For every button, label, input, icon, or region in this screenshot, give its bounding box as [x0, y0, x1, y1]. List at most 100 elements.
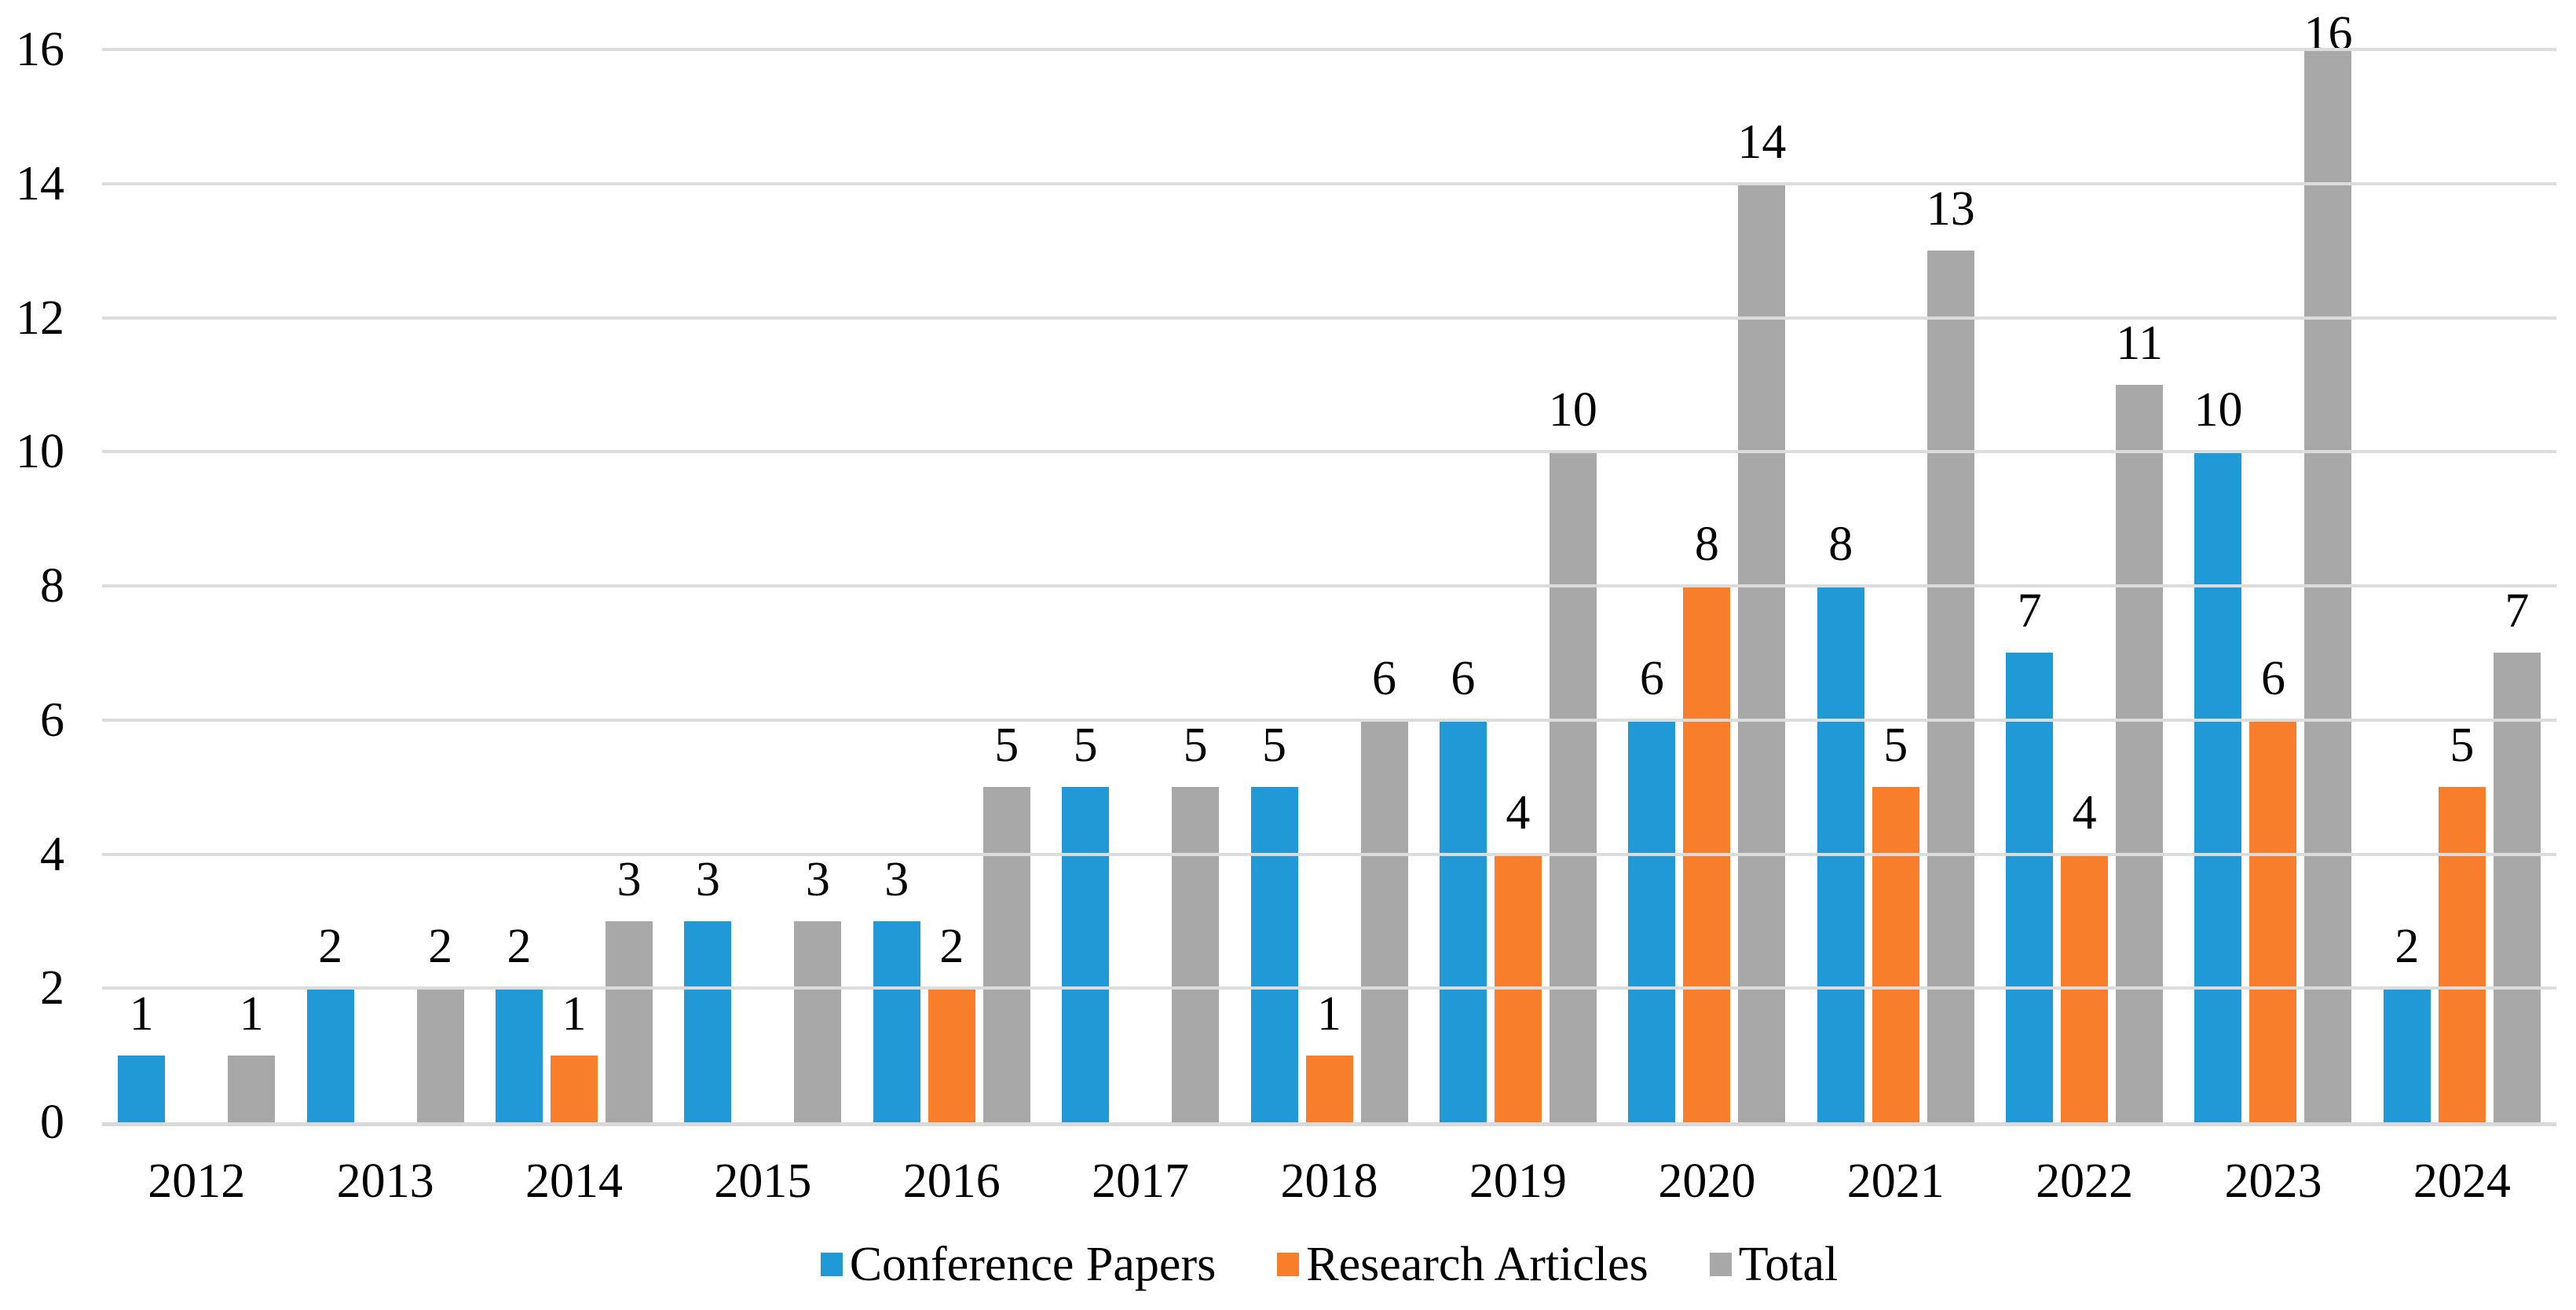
gridline-y14 — [102, 181, 2556, 185]
bar-total-2015: 3 — [794, 855, 842, 1122]
bar-group-2018: 5 1 6 — [1235, 49, 1423, 1122]
bar-value-label: 10 — [1548, 383, 1597, 437]
bar-value-label: 2 — [2395, 920, 2420, 974]
bar-value-label: 5 — [994, 719, 1019, 773]
bar-value-label: 2 — [507, 920, 532, 974]
y-tick-label: 8 — [40, 559, 64, 613]
bar-total-2012: 1 — [228, 990, 276, 1122]
bar-research-articles-2021: 5 — [1872, 721, 1919, 1122]
bar-value-label: 2 — [428, 920, 453, 974]
legend-label: Research Articles — [1306, 1238, 1648, 1291]
x-axis-line — [102, 1122, 2556, 1126]
x-tick-label-2017: 2017 — [1092, 1154, 1190, 1208]
bar-value-label: 6 — [2260, 651, 2285, 705]
x-tick-label-2013: 2013 — [336, 1154, 434, 1208]
bar-group-2020: 6 8 14 — [1612, 49, 1801, 1122]
y-tick-label: 16 — [16, 23, 64, 76]
bar-value-label: 3 — [805, 852, 830, 906]
bar-total-2019: 10 — [1549, 386, 1597, 1122]
plot-area: 1 1 2 2 2 1 3 3 3 3 2 5 5 5 5 1 6 6 4 10 6 8 14 8 5 13 7 4 11 10 6 16 2 5… — [102, 9, 2556, 1126]
bar-value-label: 3 — [884, 852, 909, 906]
x-tick-label-2016: 2016 — [902, 1154, 1001, 1208]
legend-item-research-articles: Research Articles — [1277, 1240, 1648, 1289]
gridline-y8 — [102, 584, 2556, 587]
legend-item-conference-papers: Conference Papers — [820, 1238, 1217, 1291]
bar-total-2013: 2 — [416, 922, 464, 1122]
bar-value-label: 10 — [2194, 383, 2243, 437]
x-tick-label-2015: 2015 — [714, 1154, 812, 1208]
bar-value-label: 6 — [1372, 651, 1397, 705]
legend-marker-research-articles — [1277, 1253, 1300, 1276]
legend-marker-conference-papers — [820, 1253, 843, 1276]
bar-conference-papers-2018: 5 — [1250, 721, 1298, 1122]
bar-research-articles-2024: 5 — [2438, 721, 2486, 1122]
bar-research-articles-2018: 1 — [1305, 990, 1353, 1122]
bar-value-label: 6 — [1639, 651, 1664, 705]
bar-total-2021: 13 — [1927, 185, 1975, 1122]
bar-conference-papers-2023: 10 — [2194, 386, 2242, 1122]
bar-value-label: 7 — [2017, 584, 2042, 639]
bar-conference-papers-2016: 3 — [873, 855, 920, 1122]
y-tick-label: 2 — [40, 961, 64, 1015]
bar-total-2024: 7 — [2493, 587, 2541, 1122]
bar-conference-papers-2012: 1 — [118, 990, 166, 1122]
bar-value-label: 8 — [1694, 518, 1719, 571]
bar-value-label: 4 — [2072, 785, 2097, 840]
bar-conference-papers-2015: 3 — [684, 855, 732, 1122]
bar-value-label: 2 — [939, 920, 964, 974]
legend-label: Total — [1738, 1238, 1839, 1291]
legend-label: Conference Papers — [849, 1238, 1217, 1291]
gridline-y16 — [102, 48, 2556, 51]
bar-value-label: 5 — [1262, 719, 1287, 773]
bar-value-label: 5 — [1883, 719, 1908, 773]
bar-value-label: 5 — [1073, 719, 1098, 773]
bar-research-articles-2023: 6 — [2249, 654, 2297, 1122]
bar-value-label: 1 — [562, 986, 587, 1041]
bar-value-label: 1 — [1317, 986, 1342, 1041]
gridline-y4 — [102, 852, 2556, 856]
gridline-y6 — [102, 718, 2556, 722]
bar-value-label: 14 — [1737, 115, 1787, 169]
bar-total-2016: 5 — [982, 721, 1030, 1122]
legend: Conference Papers Research Articles Total — [102, 1240, 2556, 1289]
bar-conference-papers-2022: 7 — [2006, 587, 2054, 1122]
bar-value-label: 6 — [1451, 651, 1476, 705]
bar-value-label: 7 — [2505, 584, 2530, 639]
y-tick-label: 6 — [40, 693, 64, 747]
gridline-y10 — [102, 450, 2556, 454]
bar-research-articles-2016: 2 — [928, 922, 975, 1122]
bar-total-2014: 3 — [605, 855, 653, 1122]
gridline-y12 — [102, 316, 2556, 320]
x-axis: 2012 2013 2014 2015 2016 2017 2018 2019 2020 2021… — [102, 1157, 2556, 1206]
bar-value-label: 1 — [129, 986, 154, 1041]
bar-value-label: 1 — [239, 986, 264, 1041]
bar-value-label: 11 — [2116, 316, 2163, 370]
bar-conference-papers-2013: 2 — [306, 922, 354, 1122]
y-axis: 0 2 4 6 8 10 12 14 16 — [0, 25, 64, 1147]
bar-conference-papers-2014: 2 — [495, 922, 543, 1122]
x-tick-label-2023: 2023 — [2224, 1154, 2322, 1208]
x-tick-label-2019: 2019 — [1469, 1154, 1567, 1208]
y-tick-label: 10 — [16, 425, 64, 479]
bar-research-articles-2014: 1 — [550, 990, 598, 1122]
gridline-y2 — [102, 986, 2556, 990]
bar-total-2022: 11 — [2116, 319, 2164, 1122]
bar-value-label: 13 — [1926, 182, 1975, 236]
legend-marker-total — [1709, 1253, 1732, 1276]
x-tick-label-2012: 2012 — [148, 1154, 246, 1208]
x-tick-label-2014: 2014 — [525, 1154, 623, 1208]
bar-total-2020: 14 — [1737, 118, 1786, 1122]
bar-value-label: 5 — [1183, 719, 1208, 773]
x-tick-label-2024: 2024 — [2413, 1154, 2511, 1208]
y-tick-label: 4 — [40, 827, 64, 881]
x-tick-label-2021: 2021 — [1846, 1154, 1945, 1208]
bar-total-2018: 6 — [1360, 654, 1408, 1122]
bar-group-2024: 2 5 7 — [2368, 49, 2556, 1122]
y-tick-label: 0 — [40, 1096, 64, 1149]
legend-item-total: Total — [1709, 1238, 1839, 1291]
x-tick-label-2020: 2020 — [1658, 1154, 1756, 1208]
